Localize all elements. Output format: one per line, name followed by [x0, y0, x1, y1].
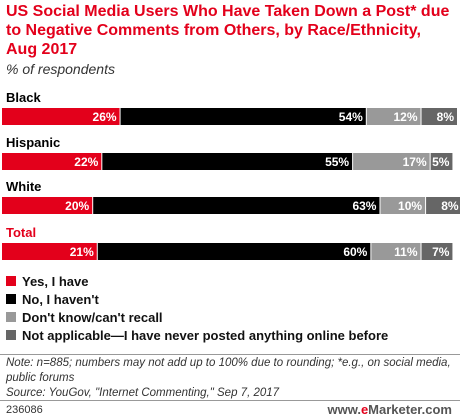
bar-segment [371, 243, 421, 260]
bar-segment [366, 108, 421, 125]
legend-swatch [6, 294, 16, 304]
bar-segment [430, 153, 453, 170]
data-label: 5% [432, 155, 450, 169]
legend-item: Yes, I have [6, 272, 388, 290]
data-label: 8% [441, 199, 459, 213]
emarketer-logo: www.eMarketer.com [327, 402, 452, 417]
divider [0, 400, 460, 401]
bar-segment [2, 153, 102, 170]
chart-subtitle: % of respondents [6, 61, 115, 77]
category-label: Total [6, 225, 36, 240]
legend-swatch [6, 330, 16, 340]
data-label: 7% [432, 245, 450, 259]
bar-segment [353, 153, 430, 170]
category-label: White [6, 179, 41, 194]
legend-item: Don't know/can't recall [6, 308, 388, 326]
data-label: 26% [93, 110, 117, 124]
category-label: Black [6, 90, 41, 105]
data-label: 60% [343, 245, 367, 259]
bar-segment [2, 243, 97, 260]
data-label: 17% [403, 155, 427, 169]
bar-segment [426, 197, 460, 214]
note-text: Note: n=885; numbers may not add up to 1… [6, 357, 451, 384]
bar-segment [97, 243, 371, 260]
source-text: Source: YouGov, "Internet Commenting," S… [6, 387, 280, 399]
data-label: 21% [70, 245, 94, 259]
bar-segment [93, 197, 380, 214]
data-label: 22% [74, 155, 98, 169]
data-label: 54% [339, 110, 363, 124]
legend-label: Yes, I have [22, 273, 89, 289]
legend-swatch [6, 276, 16, 286]
divider [0, 354, 460, 355]
bar-segment [2, 108, 120, 125]
bar-segment [120, 108, 366, 125]
legend-label: Don't know/can't recall [22, 309, 163, 325]
data-label: 63% [352, 199, 376, 213]
brand-e: e [360, 402, 369, 417]
bar-segment [2, 197, 93, 214]
bar-segment [102, 153, 353, 170]
bar-segment [380, 197, 426, 214]
legend: Yes, I have No, I haven't Don't know/can't… [6, 272, 388, 344]
data-label: 10% [398, 199, 422, 213]
data-label: 12% [393, 110, 417, 124]
data-label: 55% [325, 155, 349, 169]
stacked-bar-chart: Black 26% 54% 12% 8% Hispanic 22% 55% 17% 5% White… [2, 90, 460, 260]
legend-swatch [6, 312, 16, 322]
legend-label: Not applicable—I have never posted anyth… [22, 327, 389, 343]
legend-item: Not applicable—I have never posted anyth… [6, 326, 388, 344]
data-label: 11% [394, 245, 418, 259]
bar-segment [421, 243, 453, 260]
brand-prefix: www. [327, 402, 361, 417]
notes: Note: n=885; numbers may not add up to 1… [6, 356, 454, 401]
category-label: Hispanic [6, 135, 60, 150]
legend-item: No, I haven't [6, 290, 388, 308]
data-label: 20% [65, 199, 89, 213]
chart-title: US Social Media Users Who Have Taken Dow… [6, 3, 450, 58]
chart-id: 236086 [6, 404, 43, 416]
brand-rest: Marketer.com [368, 402, 452, 417]
bar-segment [421, 108, 457, 125]
legend-label: No, I haven't [22, 291, 99, 307]
data-label: 8% [437, 110, 455, 124]
